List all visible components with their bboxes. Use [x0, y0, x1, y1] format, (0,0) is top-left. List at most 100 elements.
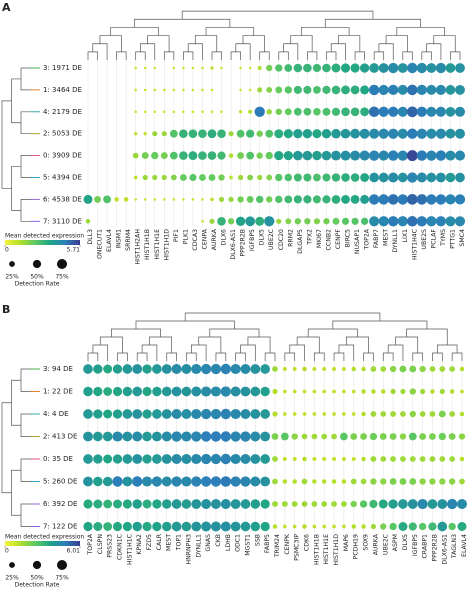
- dot: [359, 150, 370, 161]
- dot: [380, 411, 387, 417]
- dot: [250, 454, 261, 464]
- dot: [152, 521, 162, 532]
- gene-label: TOP1: [176, 534, 183, 551]
- dot: [312, 456, 317, 462]
- gene-label: SOX9: [363, 534, 370, 551]
- dot: [122, 499, 132, 509]
- dot: [284, 108, 292, 116]
- gene-label: PSMC3IP: [294, 534, 301, 561]
- dot: [142, 409, 152, 419]
- dot: [181, 521, 192, 532]
- row-label: 3: 94 DE: [43, 365, 73, 373]
- dot: [409, 388, 416, 395]
- dot: [132, 152, 139, 159]
- dot: [419, 456, 426, 462]
- dot: [340, 501, 347, 507]
- dot: [312, 412, 317, 416]
- dot: [210, 476, 222, 487]
- column-dendrogram: [354, 51, 365, 60]
- dot: [378, 499, 388, 509]
- dot: [266, 196, 273, 203]
- dot: [460, 389, 464, 394]
- dot: [275, 64, 283, 72]
- dot: [182, 66, 185, 70]
- dot: [359, 500, 368, 508]
- gene-label: DLL3: [87, 229, 94, 245]
- dot: [435, 128, 446, 139]
- dot: [397, 150, 408, 161]
- gene-label: ASPM: [392, 534, 399, 551]
- dot: [152, 454, 162, 464]
- dot: [228, 153, 234, 158]
- dot: [93, 386, 103, 397]
- dot: [455, 84, 465, 95]
- gene-label: ELAVL4: [106, 229, 113, 252]
- dot: [321, 433, 328, 440]
- row-dendrogram: [11, 379, 21, 426]
- dot: [92, 431, 103, 442]
- dot: [143, 132, 147, 136]
- dot: [435, 216, 447, 227]
- gene-label: PLK1: [182, 229, 189, 244]
- dot: [407, 499, 418, 509]
- dot: [368, 106, 380, 118]
- dot: [220, 498, 231, 510]
- column-dendrogram: [421, 51, 432, 60]
- dot: [409, 365, 417, 373]
- dot: [397, 194, 408, 205]
- dot: [436, 172, 446, 183]
- dot: [112, 409, 123, 419]
- dot: [182, 110, 185, 114]
- dot: [103, 409, 113, 419]
- dot: [342, 412, 346, 416]
- dot: [455, 128, 465, 139]
- dot: [340, 63, 351, 73]
- dot: [191, 110, 195, 114]
- dot: [312, 524, 317, 529]
- dot: [449, 389, 455, 394]
- dot: [331, 107, 341, 116]
- dot: [456, 498, 468, 510]
- dot: [217, 151, 226, 160]
- dot: [93, 364, 103, 374]
- dot: [303, 107, 312, 116]
- dot: [312, 389, 317, 394]
- dot: [284, 86, 292, 94]
- row-dendrogram: [20, 199, 31, 222]
- dot: [369, 216, 380, 227]
- dot: [388, 106, 399, 117]
- dot: [416, 62, 427, 74]
- dot: [271, 433, 279, 440]
- dot: [321, 501, 328, 507]
- dot: [459, 456, 465, 462]
- dot: [93, 522, 103, 531]
- column-dendrogram: [92, 43, 108, 60]
- gene-label: UBE2C: [382, 534, 389, 555]
- dot: [406, 106, 418, 118]
- dot: [426, 216, 437, 227]
- column-dendrogram: [184, 312, 381, 321]
- dot: [161, 364, 172, 374]
- gene-label: CDK6: [304, 534, 311, 551]
- dot: [378, 128, 389, 139]
- row-label: 1: 3464 DE: [43, 86, 82, 94]
- dot: [389, 365, 397, 373]
- dot: [448, 478, 456, 485]
- dot: [170, 174, 177, 181]
- dot: [293, 150, 303, 161]
- column-dendrogram: [215, 352, 227, 361]
- dot: [217, 129, 226, 139]
- gene-label: HIST1H2AH: [135, 229, 142, 265]
- dot: [368, 194, 380, 205]
- dot: [322, 389, 327, 394]
- dot: [331, 195, 341, 204]
- dot: [272, 524, 278, 529]
- dot: [152, 174, 158, 181]
- dot: [281, 501, 288, 507]
- dot: [239, 88, 242, 92]
- dot: [361, 456, 366, 462]
- dot: [388, 499, 398, 509]
- dot: [397, 106, 408, 117]
- dot: [426, 128, 437, 139]
- dot: [312, 129, 322, 139]
